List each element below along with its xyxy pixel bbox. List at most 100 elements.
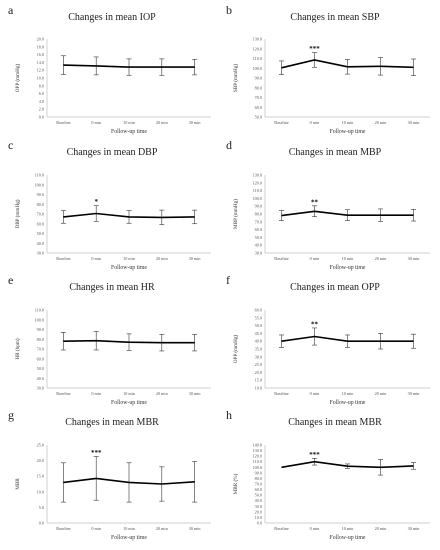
y-tick-label: 15.0	[255, 378, 262, 383]
x-tick-label: 10 min	[123, 391, 136, 396]
y-tick-label: 50.0	[37, 231, 44, 236]
x-tick-label: 0 min	[91, 526, 102, 531]
y-tick-label: 70.0	[255, 482, 262, 487]
chart-panel-a: a Changes in mean IOP 0.0 2.0 4.0 6.0 8.0 10.0 1…	[8, 3, 211, 135]
y-tick-label: 30.0	[255, 354, 262, 359]
x-tick-label: 30 min	[408, 256, 421, 261]
y-tick-label: 18.0	[37, 44, 44, 49]
y-axis-label: MBR	[15, 478, 21, 490]
y-tick-label: 8.0	[39, 83, 44, 88]
y-tick-label: 20.0	[37, 458, 44, 463]
y-tick-label: 30.0	[255, 251, 262, 256]
chart-title: Changes in mean HR	[69, 282, 155, 293]
y-tick-label: 40.0	[37, 241, 44, 246]
chart-title: Changes in mean MBR	[288, 417, 382, 428]
y-tick-label: 5.0	[39, 505, 44, 510]
x-tick-label: 10 min	[342, 526, 355, 531]
y-tick-label: 60.0	[255, 227, 262, 232]
x-axis-label: Follow-up time	[111, 265, 147, 271]
chart-title: Changes in mean DBP	[67, 147, 158, 158]
x-axis-label: Follow-up time	[111, 400, 147, 406]
y-tick-label: 100.0	[253, 465, 262, 470]
y-tick-label: 60.0	[37, 356, 44, 361]
y-tick-label: 120.0	[253, 454, 262, 459]
y-tick-label: 120.0	[253, 46, 262, 51]
panel-letter: f	[226, 273, 230, 287]
significance-marker: **	[311, 198, 319, 206]
chart-panel-d: d Changes in mean MBP 30.0 40.0 50.0 60.0 70.0…	[226, 138, 430, 271]
x-tick-label: 0 min	[91, 120, 102, 125]
y-tick-label: 90.0	[255, 204, 262, 209]
panel-letter: c	[8, 138, 13, 152]
significance-marker: *	[94, 198, 98, 206]
series-line	[281, 335, 414, 343]
y-tick-label: 80.0	[255, 85, 262, 90]
y-tick-label: 90.0	[255, 76, 262, 81]
y-axis-label: HR (bpm)	[14, 338, 21, 359]
x-tick-label: Baseline	[56, 391, 71, 396]
y-tick-label: 14.0	[37, 60, 44, 65]
chart-panel-f: f Changes in mean OPP 10.0 15.0 20.0 25.0 30.0…	[226, 273, 430, 406]
y-tick-label: 0.0	[39, 521, 44, 526]
y-tick-label: 110.0	[253, 56, 262, 61]
y-tick-label: 100.0	[253, 196, 262, 201]
panel-letter: d	[226, 138, 232, 152]
x-tick-label: Baseline	[274, 391, 289, 396]
y-tick-label: 110.0	[253, 459, 262, 464]
y-tick-label: 40.0	[255, 498, 262, 503]
x-tick-label: 10 min	[342, 391, 355, 396]
panel-letter: b	[226, 3, 232, 17]
x-tick-label: Baseline	[274, 120, 289, 125]
x-tick-label: Baseline	[56, 120, 71, 125]
panel-letter: g	[8, 408, 14, 422]
x-tick-label: 10 min	[123, 120, 136, 125]
chart-title: Changes in mean OPP	[290, 282, 380, 293]
x-tick-label: 20 min	[375, 526, 388, 531]
y-tick-label: 90.0	[37, 327, 44, 332]
chart-panel-g: g Changes in mean MBR 0.0 5.0 10.0 15.0 20.0 25…	[8, 408, 211, 541]
chart-panel-b: b Changes in mean SBP 50.0 60.0 70.0 80.0 90.0…	[226, 3, 430, 135]
y-tick-label: 50.0	[255, 115, 262, 120]
y-tick-label: 30.0	[255, 504, 262, 509]
x-tick-label: 30 min	[189, 391, 202, 396]
x-tick-label: 0 min	[310, 526, 321, 531]
y-tick-label: 120.0	[253, 180, 262, 185]
x-tick-label: 0 min	[91, 256, 102, 261]
series-line	[281, 59, 414, 69]
series-line	[63, 339, 195, 344]
y-tick-label: 40.0	[255, 339, 262, 344]
y-tick-label: 12.0	[37, 68, 44, 73]
y-tick-label: 80.0	[255, 212, 262, 217]
y-tick-label: 130.0	[253, 448, 262, 453]
y-tick-label: 40.0	[255, 243, 262, 248]
y-tick-label: 80.0	[37, 202, 44, 207]
y-axis-label: OPP (mmHg)	[14, 63, 21, 92]
y-axis-label: MBP (mmHg)	[232, 199, 239, 229]
y-tick-label: 110.0	[35, 173, 44, 178]
y-tick-label: 140.0	[253, 443, 262, 448]
y-tick-label: 40.0	[37, 376, 44, 381]
y-tick-label: 25.0	[37, 443, 44, 448]
y-tick-label: 100.0	[35, 317, 44, 322]
y-tick-label: 10.0	[37, 489, 44, 494]
chart-title: Changes in mean SBP	[290, 12, 380, 23]
x-tick-label: Baseline	[56, 526, 71, 531]
x-tick-label: 30 min	[408, 120, 421, 125]
x-axis-label: Follow-up time	[330, 400, 366, 406]
y-tick-label: 80.0	[37, 337, 44, 342]
x-tick-label: 0 min	[91, 391, 102, 396]
y-tick-label: 55.0	[255, 315, 262, 320]
series-line	[63, 64, 195, 68]
y-tick-label: 60.0	[255, 105, 262, 110]
y-tick-label: 0.0	[39, 115, 44, 120]
y-tick-label: 130.0	[253, 37, 262, 42]
y-tick-label: 10.0	[37, 76, 44, 81]
y-tick-label: 80.0	[255, 476, 262, 481]
y-tick-label: 70.0	[37, 212, 44, 217]
x-tick-label: 20 min	[375, 120, 388, 125]
x-tick-label: 0 min	[310, 120, 321, 125]
significance-marker: **	[311, 320, 319, 328]
y-tick-label: 10.0	[255, 515, 262, 520]
series-line	[281, 210, 414, 217]
